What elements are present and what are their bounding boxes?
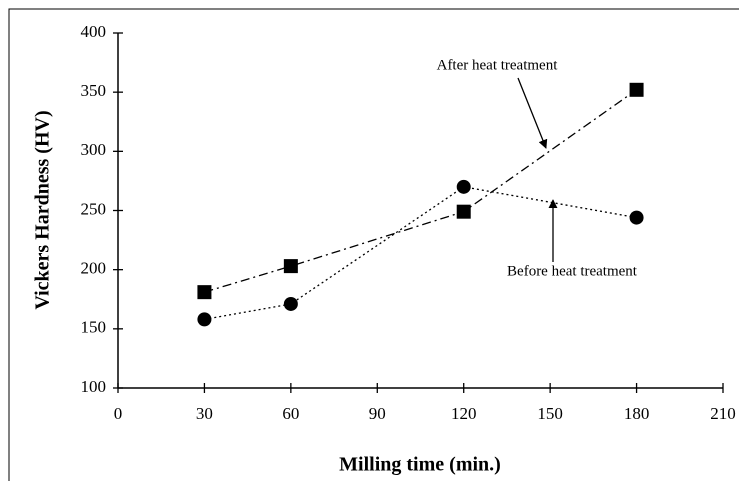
x-tick-label: 60: [282, 404, 299, 423]
y-tick-label: 400: [81, 22, 107, 41]
marker: [629, 82, 644, 97]
x-axis-title: Milling time (min.): [339, 454, 501, 476]
x-tick-label: 150: [537, 404, 563, 423]
marker: [629, 210, 644, 225]
x-tick-label: 180: [624, 404, 650, 423]
marker: [283, 296, 298, 311]
marker: [197, 285, 212, 300]
marker: [456, 179, 471, 194]
marker: [283, 259, 298, 274]
y-tick-label: 200: [81, 259, 107, 278]
y-axis-title: Vickers Hardness (HV): [32, 110, 54, 309]
x-tick-label: 210: [710, 404, 736, 423]
annotation-arrow: [517, 77, 548, 149]
x-tick-label: 120: [451, 404, 477, 423]
marker: [456, 204, 471, 219]
y-tick-label: 300: [81, 140, 107, 159]
x-tick-label: 0: [114, 404, 123, 423]
annotation: Before heat treatment: [507, 263, 638, 279]
series-line: [204, 186, 637, 321]
y-tick-label: 100: [81, 377, 107, 396]
y-tick-label: 250: [81, 199, 107, 218]
series-line: [204, 89, 637, 293]
y-tick-label: 350: [81, 81, 107, 100]
annotation: After heat treatment: [437, 57, 559, 73]
marker: [197, 312, 212, 327]
x-tick-label: 30: [196, 404, 213, 423]
frame: [8, 8, 739, 481]
y-tick-label: 150: [81, 318, 107, 337]
x-tick-label: 90: [369, 404, 386, 423]
